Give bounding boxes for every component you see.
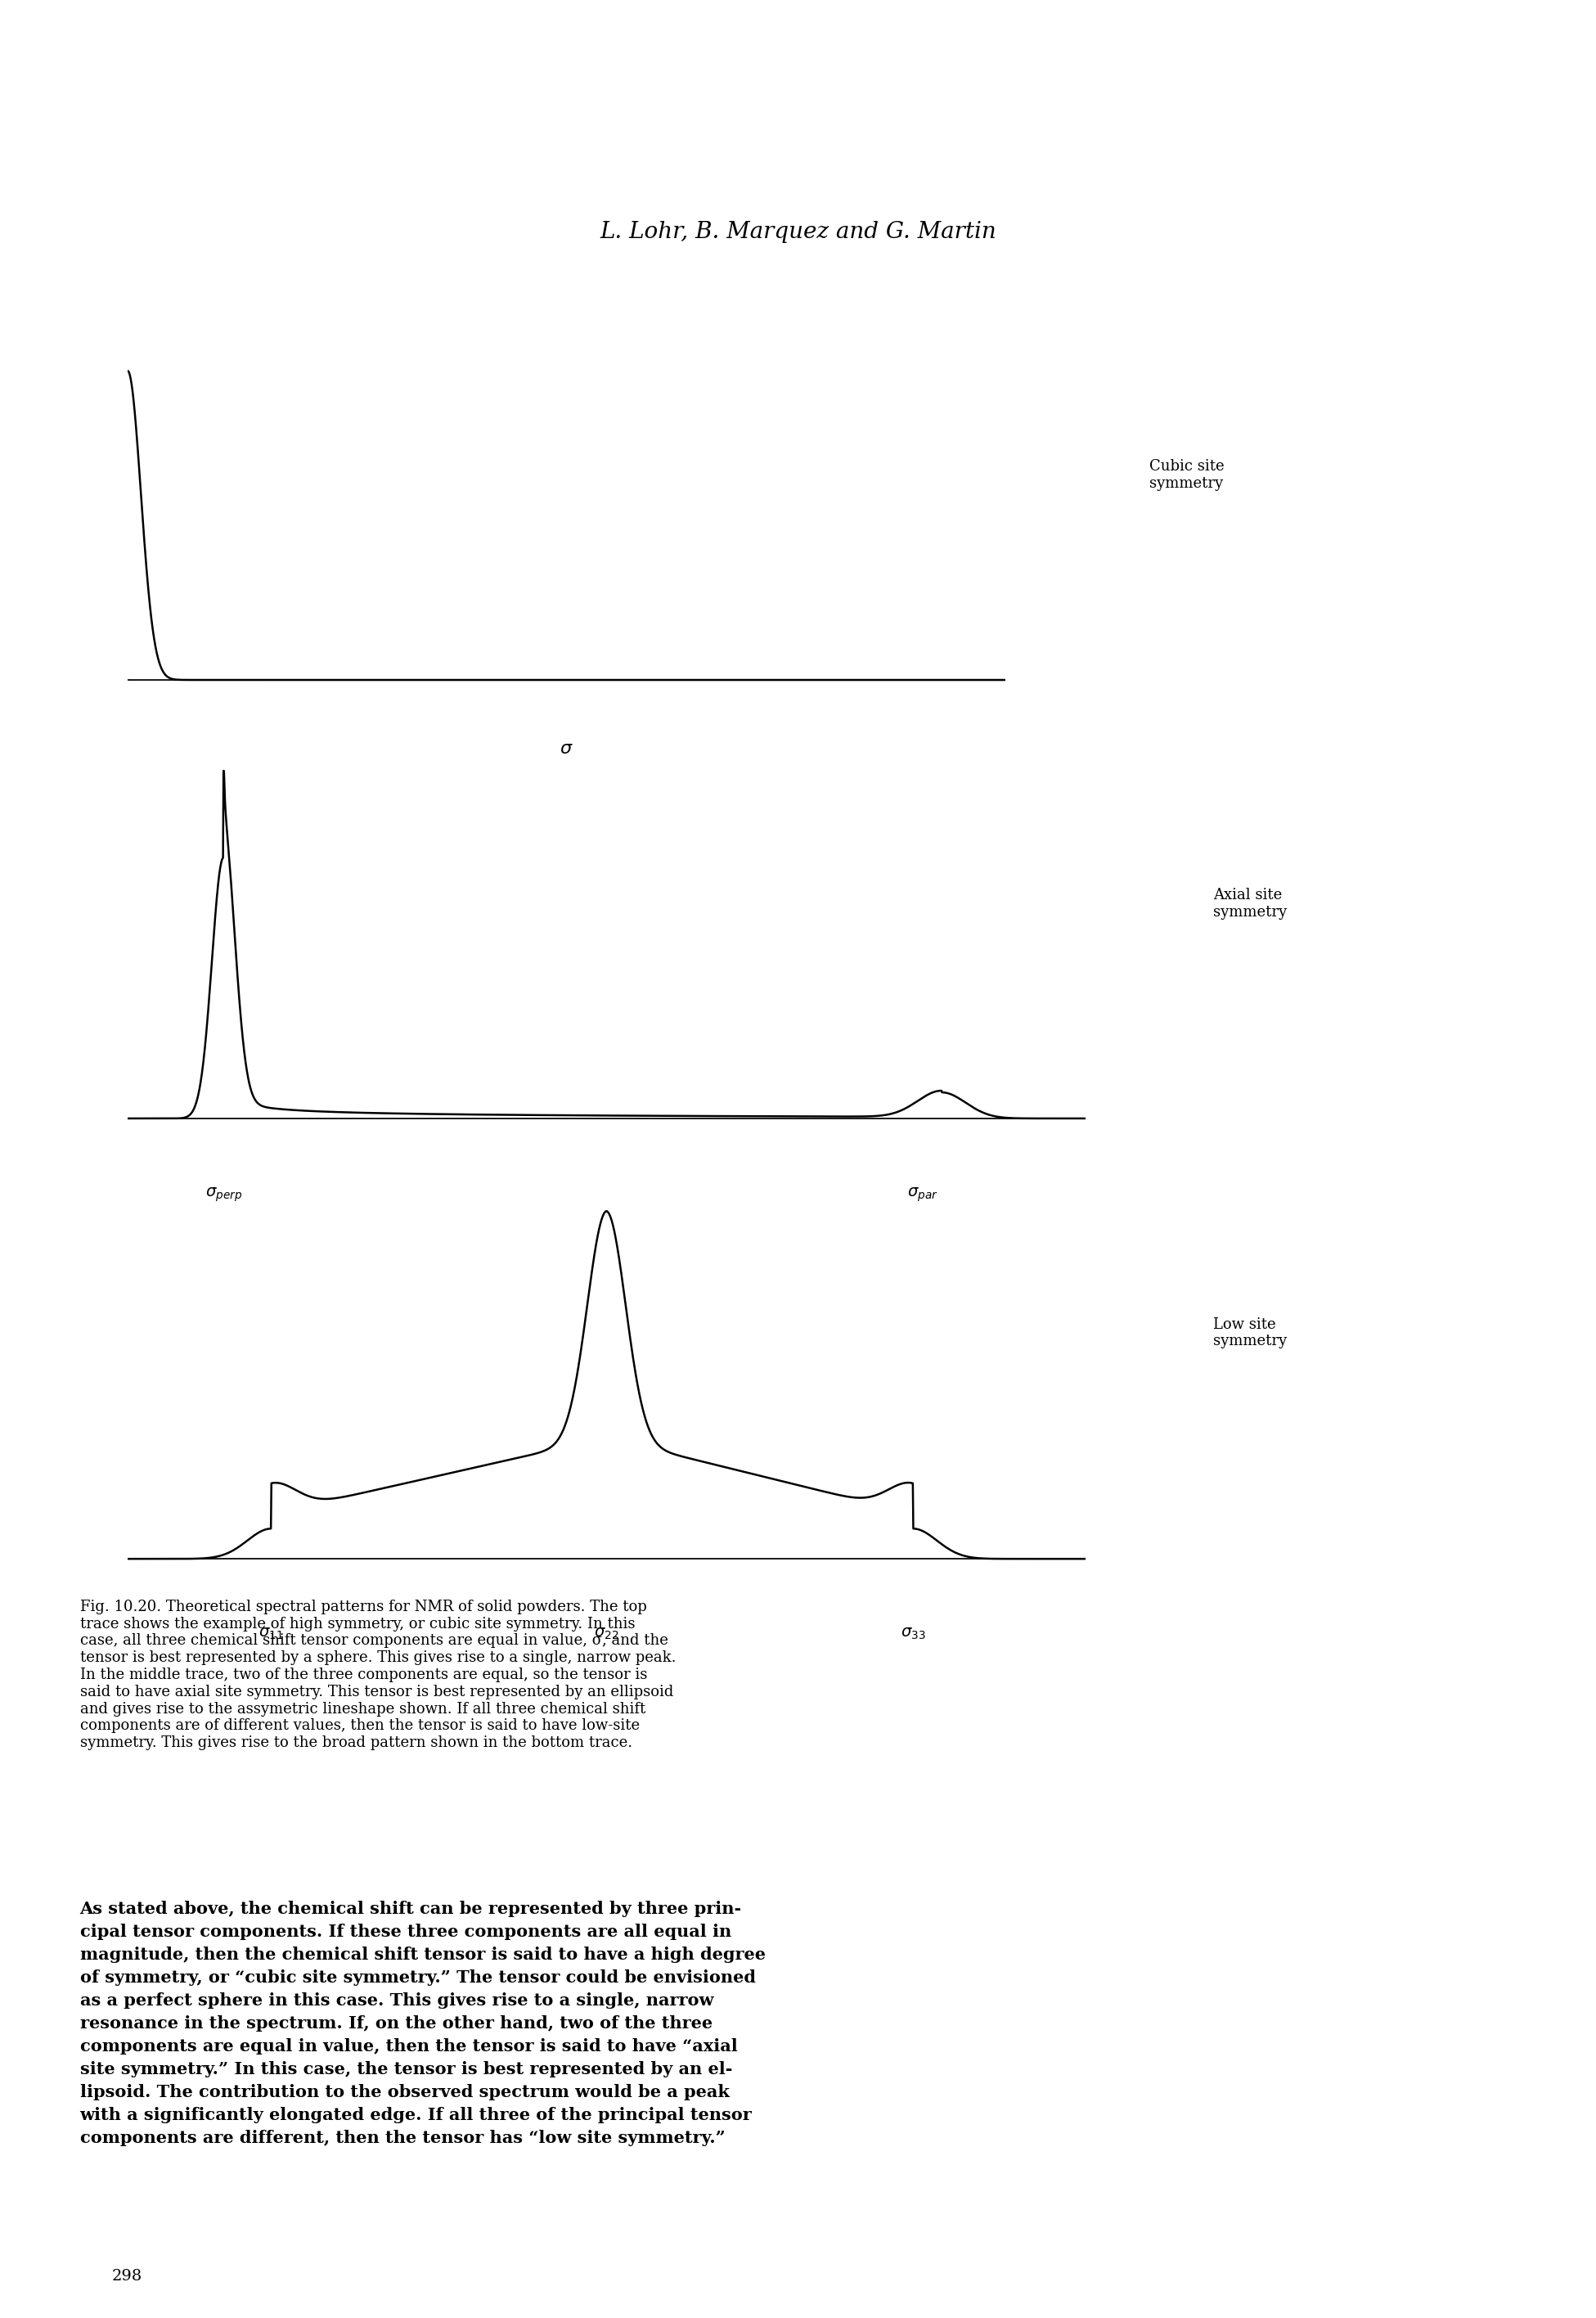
Text: Low site
symmetry: Low site symmetry bbox=[1213, 1317, 1286, 1349]
Text: L. Lohr, B. Marquez and G. Martin: L. Lohr, B. Marquez and G. Martin bbox=[600, 220, 996, 243]
Text: $\sigma_{22}$: $\sigma_{22}$ bbox=[594, 1627, 619, 1641]
Text: As stated above, the chemical shift can be represented by three prin-
cipal tens: As stated above, the chemical shift can … bbox=[80, 1901, 766, 2146]
Text: Cubic site
symmetry: Cubic site symmetry bbox=[1149, 459, 1224, 491]
Text: $\sigma_{33}$: $\sigma_{33}$ bbox=[900, 1627, 926, 1641]
Text: 298: 298 bbox=[112, 2269, 142, 2283]
Text: $\sigma_{11}$: $\sigma_{11}$ bbox=[259, 1627, 284, 1641]
Text: Axial site
symmetry: Axial site symmetry bbox=[1213, 888, 1286, 920]
Text: $\sigma_{perp}$: $\sigma_{perp}$ bbox=[204, 1187, 243, 1203]
Text: $\sigma$: $\sigma$ bbox=[560, 739, 573, 758]
Text: $\sigma_{par}$: $\sigma_{par}$ bbox=[907, 1187, 938, 1203]
Text: Fig. 10.20. Theoretical spectral patterns for NMR of solid powders. The top
trac: Fig. 10.20. Theoretical spectral pattern… bbox=[80, 1599, 675, 1750]
